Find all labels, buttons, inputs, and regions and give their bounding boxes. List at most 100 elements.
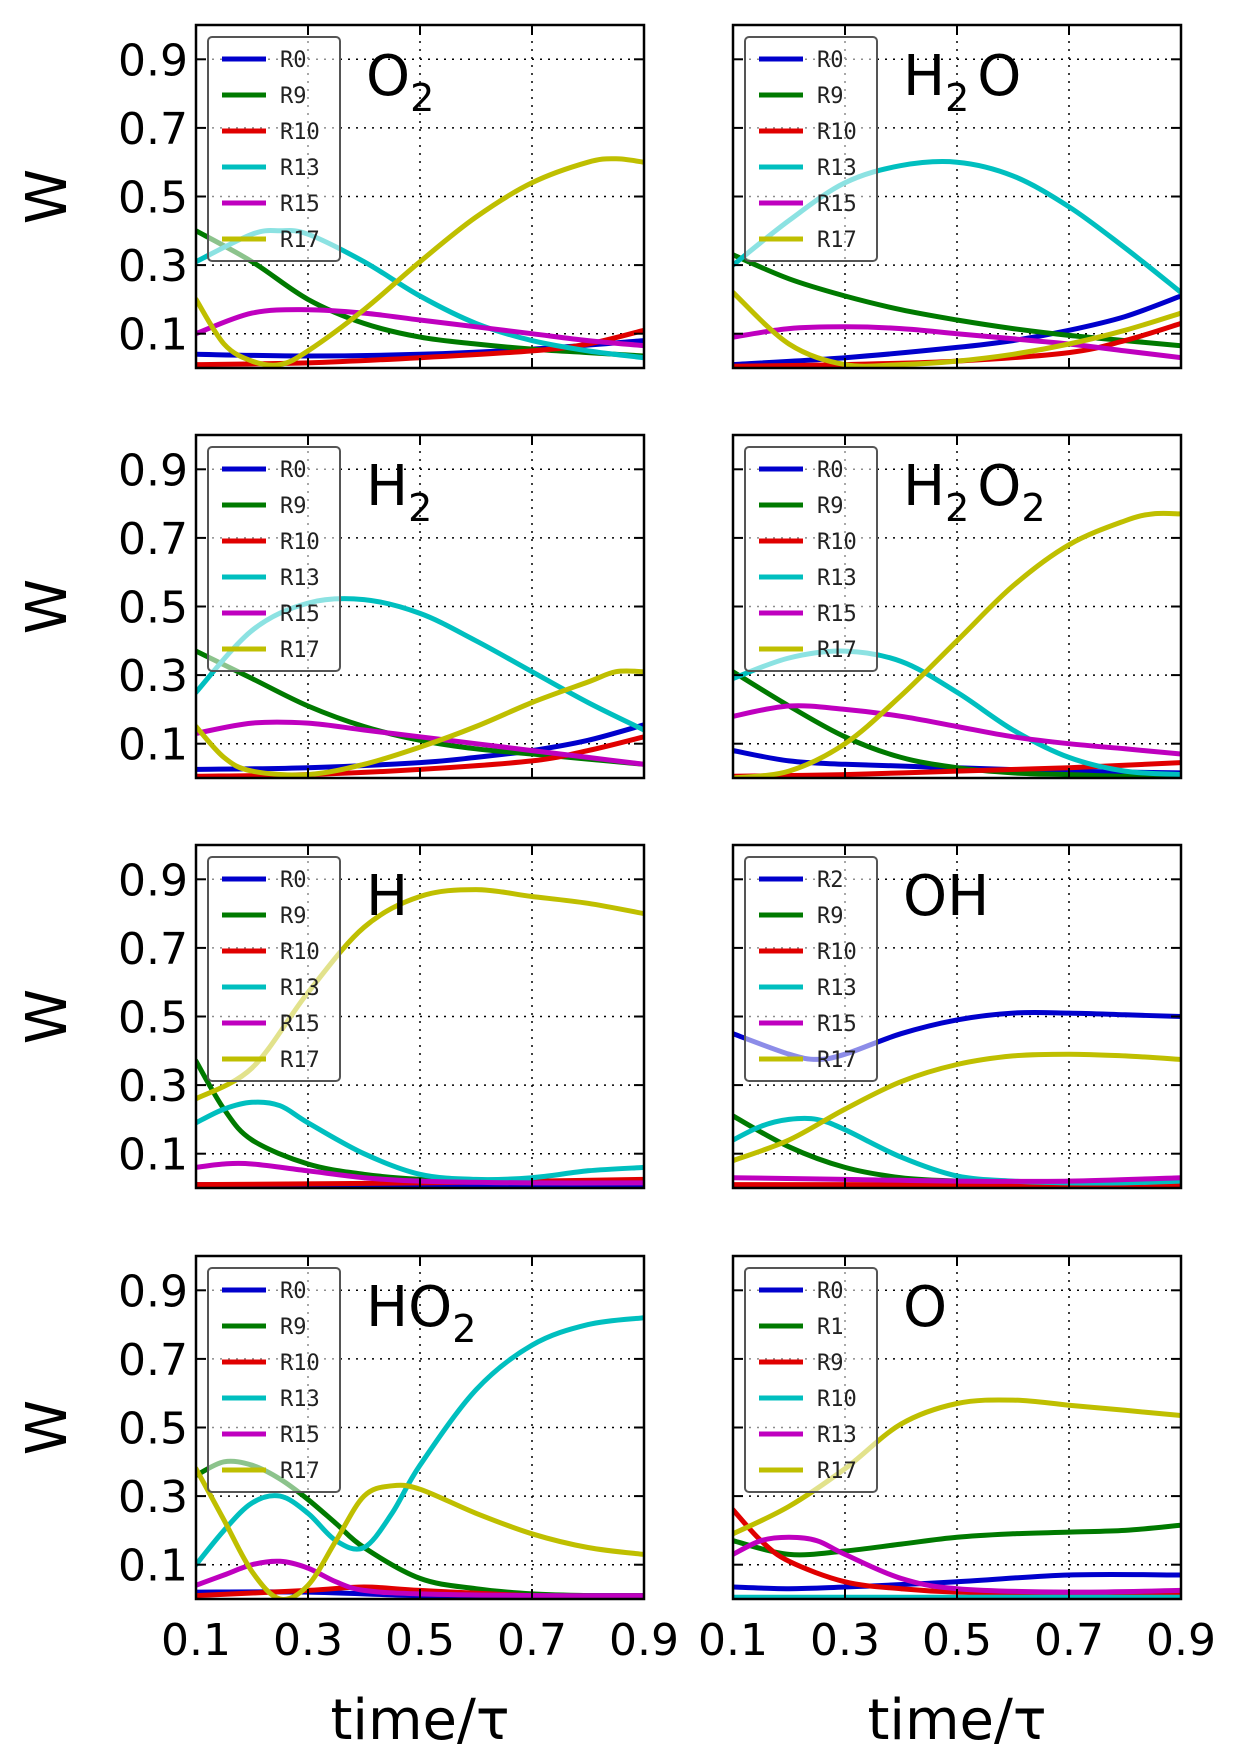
legend-box	[207, 446, 341, 672]
species-label: H2 O	[903, 44, 1021, 120]
y-tick-label: 0.7	[118, 104, 188, 155]
legend-box	[744, 856, 878, 1082]
legend-label: R13	[817, 156, 857, 181]
panel-H2O: R0 R9 R10 R13 R15 R17 H2 O	[731, 23, 1183, 370]
legend-label: R10	[817, 1387, 857, 1412]
y-tick-label: 0.9	[118, 445, 188, 496]
legend-label: R0	[280, 868, 307, 893]
series-line-R0	[196, 722, 644, 772]
series-line-R9	[196, 228, 644, 359]
panel-OH: R2 R9 R10 R13 R15 R17 OH	[731, 843, 1183, 1190]
legend: R2 R9 R10 R13 R15 R17	[744, 856, 878, 1082]
series-line-R13	[196, 1099, 644, 1183]
x-tick-label: 0.5	[385, 1615, 455, 1666]
legend-label: R9	[280, 904, 307, 929]
species-text: H	[366, 864, 408, 929]
y-axis-label: W	[15, 579, 80, 634]
legend-label: R10	[817, 530, 857, 555]
y-tick-label: 0.1	[118, 1541, 188, 1592]
species-text: O	[903, 1275, 947, 1340]
y-axis-label: W	[15, 1400, 80, 1455]
species-label: O	[903, 1275, 947, 1340]
legend-box	[207, 36, 341, 262]
series-line-R15	[196, 719, 644, 767]
legend-label: R10	[817, 120, 857, 145]
series-line-R15	[196, 1558, 644, 1599]
species-label: HO2	[366, 1275, 476, 1351]
y-tick-label: 0.7	[118, 924, 188, 975]
legend-label: R1	[817, 1315, 844, 1340]
y-tick-label: 0.3	[118, 1061, 188, 1112]
legend-label: R9	[280, 494, 307, 519]
legend-label: R17	[817, 1048, 857, 1073]
y-tick-label: 0.5	[118, 583, 188, 634]
y-tick-label: 0.5	[118, 993, 188, 1044]
x-tick-label: 0.5	[922, 1615, 992, 1666]
y-tick-label: 0.3	[118, 1472, 188, 1523]
series-group	[733, 1397, 1181, 1599]
legend-label: R10	[280, 530, 320, 555]
species-text: H	[903, 454, 945, 519]
y-tick-label: 0.7	[118, 1335, 188, 1386]
legend-label: R13	[280, 1387, 320, 1412]
legend-box	[207, 1267, 341, 1493]
legend-label: R15	[280, 1012, 320, 1037]
panel-O2: 0.1 0.3 0.5 0.7 0.9 W R0 R9 R10 R13 R15 R17 O2	[15, 23, 646, 370]
series-line-R17	[196, 1466, 644, 1599]
species-label: H	[366, 864, 408, 929]
species-subscript: 2	[452, 1307, 476, 1351]
y-tick-label: 0.3	[118, 651, 188, 702]
legend-box	[744, 1267, 878, 1493]
legend-label: R9	[280, 84, 307, 109]
y-tick-label: 0.3	[118, 241, 188, 292]
legend-label: R17	[280, 228, 320, 253]
legend-label: R0	[817, 1279, 844, 1304]
series-line-R15	[196, 307, 644, 349]
legend: R0 R1 R9 R10 R13 R17	[744, 1267, 878, 1493]
y-axis-label: W	[15, 169, 80, 224]
species-text: H	[366, 454, 408, 519]
legend-label: R13	[280, 976, 320, 1001]
legend-label: R0	[280, 458, 307, 483]
panel-O: 0.1 0.3 0.5 0.7 0.9 time/τ R0 R1 R9 R10 R13 R17 O	[698, 1254, 1216, 1753]
legend-label: R10	[280, 940, 320, 965]
series-line-R17	[196, 668, 644, 778]
x-axis-label: time/τ	[330, 1688, 509, 1753]
legend-label: R17	[817, 228, 857, 253]
series-line-R17	[196, 156, 644, 368]
species-subscript: 2	[945, 486, 969, 530]
legend-label: R9	[817, 494, 844, 519]
species-subscript: 2	[945, 76, 969, 120]
species-text: H	[903, 44, 945, 109]
y-tick-label: 0.1	[118, 720, 188, 771]
y-tick-label: 0.7	[118, 514, 188, 565]
y-tick-label: 0.9	[118, 1266, 188, 1317]
panel-H: 0.1 0.3 0.5 0.7 0.9 W R0 R9 R10 R13 R15 R17 H	[15, 843, 646, 1190]
series-group	[196, 596, 644, 778]
legend-label: R15	[280, 1423, 320, 1448]
y-tick-label: 0.1	[118, 1130, 188, 1181]
legend-label: R15	[817, 602, 857, 627]
species-label: OH	[903, 864, 989, 929]
x-tick-label: 0.7	[497, 1615, 567, 1666]
y-tick-label: 0.5	[118, 1404, 188, 1455]
legend-box	[744, 446, 878, 672]
x-tick-label: 0.1	[161, 1615, 231, 1666]
legend-label: R13	[817, 976, 857, 1001]
series-line-R9	[733, 252, 1181, 349]
legend-label: R9	[817, 904, 844, 929]
legend-label: R10	[280, 1351, 320, 1376]
legend-label: R15	[280, 602, 320, 627]
legend-label: R10	[817, 940, 857, 965]
species-text: O	[977, 454, 1021, 519]
species-text: OH	[903, 864, 989, 929]
y-axis-label: W	[15, 989, 80, 1044]
legend-label: R13	[280, 156, 320, 181]
x-tick-label: 0.3	[273, 1615, 343, 1666]
series-line-R17	[733, 1397, 1181, 1537]
legend-label: R17	[817, 1459, 857, 1484]
species-subscript: 2	[408, 486, 432, 530]
legend-label: R17	[817, 638, 857, 663]
